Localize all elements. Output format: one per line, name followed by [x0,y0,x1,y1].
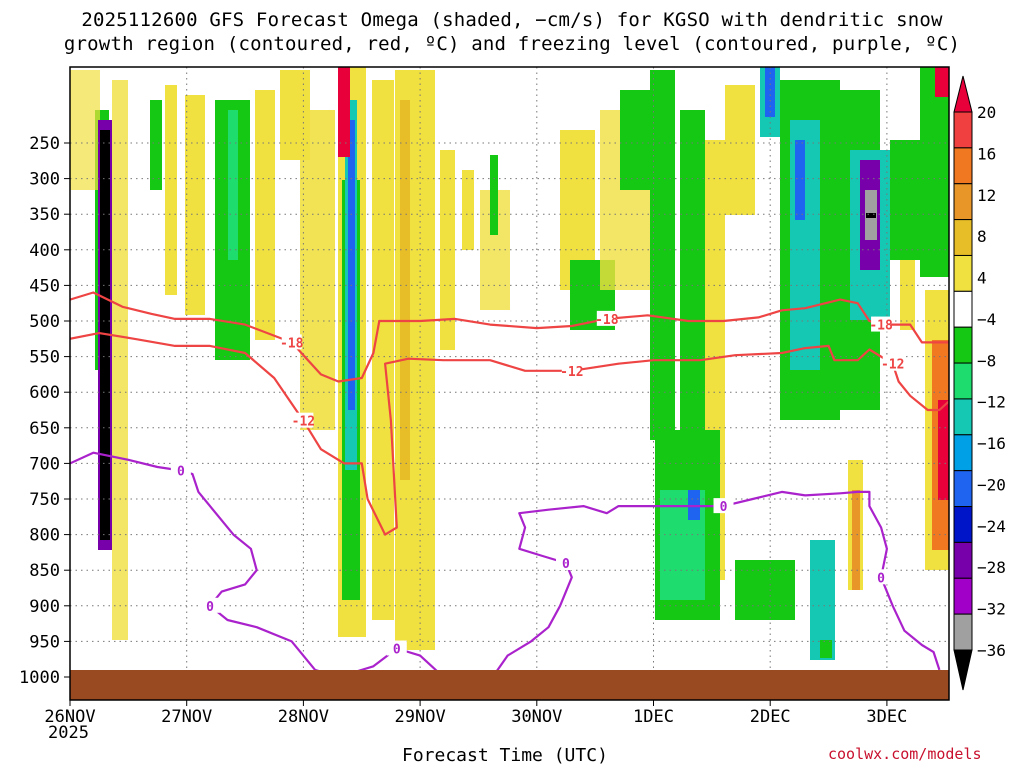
colorbar-swatch [953,577,973,615]
contour-label-bg [293,412,314,428]
x-tick-label: 28NOV [278,707,329,727]
chart-title-line-2: growth region (contoured, red, ºC) and f… [63,33,961,55]
colorbar-swatch [953,219,973,256]
contour-label: -18 [595,313,619,328]
colorbar-label: 20 [977,103,996,122]
colorbar-swatch [953,541,973,579]
colorbar-label: 4 [977,269,987,288]
y-tick-label: 500 [29,312,60,332]
y-tick-label: 450 [29,276,60,296]
x-tick-label: 30NOV [511,707,562,727]
y-tick-label: 650 [29,419,60,439]
y-tick-label: 750 [29,490,60,510]
y-axis: 250 300 350 400 450 500 550 600 650 700 750 800 850 9… [19,134,70,688]
colorbar-label: −4 [977,310,996,329]
contour-label-bg [200,597,221,613]
contour-label: 0 [720,500,728,515]
x-tick-label: 2DEC [750,707,791,727]
colorbar: 20 16 12 8 4 −4 −8 −12 −16 −20 −24 −28 −32 −36 [953,75,1006,691]
colorbar-label: 16 [977,144,996,163]
colorbar-label: 8 [977,227,987,246]
y-tick-label: 700 [29,454,60,474]
x-tick-label: 3DEC [866,707,907,727]
y-tick-label: 950 [29,632,60,652]
contour-label: -18 [280,336,304,351]
y-tick-label: 1000 [19,668,60,688]
contour-label: -12 [292,415,315,430]
contour-label-bg [386,640,407,656]
contour-label: 0 [393,643,401,658]
contour-line [489,490,941,682]
x-axis-year-label: 2025 [48,723,89,743]
x-tick-label: 1DEC [633,707,674,727]
y-tick-label: 250 [29,134,60,154]
plot-frame [69,66,950,701]
contour-label: 0 [877,571,885,586]
x-axis-title: Forecast Time (UTC) [402,745,608,766]
contour-label: -12 [560,365,583,380]
contour-label: -12 [881,358,904,373]
contour-label-bg [871,569,892,585]
source-credit: coolwx.com/models [828,745,982,763]
y-tick-label: 300 [29,170,60,190]
y-tick-label: 350 [29,205,60,225]
colorbar-swatch [953,506,973,543]
y-tick-label: 550 [29,348,60,368]
colorbar-label: −16 [977,434,1006,453]
colorbar-swatch [953,398,973,436]
contour-line [70,332,949,536]
x-axis: 26NOV 27NOV 28NOV 29NOV 30NOV 1DEC 2DEC 3DEC [44,700,907,727]
colorbar-swatch [953,111,973,149]
colorbar-label: −28 [977,558,1006,577]
colorbar-swatch [953,613,973,651]
contour-label-bg [555,555,576,571]
chart-title-line-1: 2025112600 GFS Forecast Omega (shaded, −… [81,9,943,31]
y-tick-label: 800 [29,526,60,546]
contour-label-bg [713,498,734,514]
colorbar-swatch [953,362,973,400]
contour-label: 0 [562,557,570,572]
contour-label: 0 [177,465,185,480]
colorbar-swatch [953,254,973,292]
contour-label-bg [170,462,191,478]
omega-shading [70,67,949,660]
colorbar-swatch [953,290,973,328]
y-tick-label: 400 [29,241,60,261]
contour-label-bg [871,316,892,332]
y-tick-label: 600 [29,383,60,403]
colorbar-label: −24 [977,517,1006,536]
contour-label-bg [596,310,617,326]
colorbar-swatch [953,183,973,221]
contour-label: 0 [206,600,214,615]
contour-labels: -18 -18 -18 -12 -12 -12 0 0 0 0 0 0 [170,310,904,658]
contour-label-bg [561,362,582,378]
x-tick-label: 29NOV [395,707,446,727]
contour-label: -18 [869,319,893,334]
colorbar-swatch [953,470,973,508]
colorbar-swatch [953,326,973,364]
x-tick-label: 27NOV [161,707,212,727]
y-tick-label: 850 [29,561,60,581]
terrain-ground [70,670,949,700]
colorbar-label: −12 [977,393,1006,412]
colorbar-label: 12 [977,186,996,205]
colorbar-swatch [953,434,973,472]
colorbar-label: −20 [977,475,1006,494]
y-tick-label: 900 [29,597,60,617]
colorbar-bottom-arrow [953,649,973,691]
colorbar-label: −32 [977,600,1006,619]
grid-lines [70,67,949,700]
contour-label-bg [281,334,302,350]
colorbar-top-arrow [953,75,973,113]
contour-label-bg [882,355,903,371]
colorbar-swatch [953,147,973,185]
x-tick-label: 26NOV [44,707,95,727]
colorbar-label: −36 [977,641,1006,660]
colorbar-label: −8 [977,351,996,370]
